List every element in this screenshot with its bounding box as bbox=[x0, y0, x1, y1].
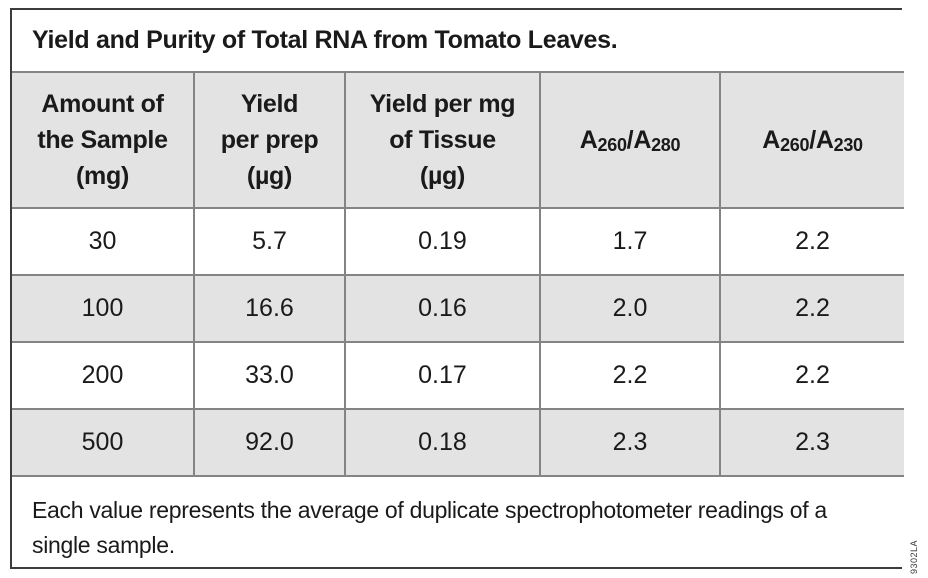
table-cell: 2.2 bbox=[718, 274, 905, 343]
ratio-subscript: 260 bbox=[780, 134, 810, 155]
column-header-yield-per-prep: Yield per prep (µg) bbox=[193, 71, 346, 209]
ratio-subscript: 230 bbox=[833, 134, 863, 155]
table-cell: 33.0 bbox=[193, 341, 346, 410]
table-cell: 2.0 bbox=[539, 274, 721, 343]
rna-yield-purity-table-figure: Yield and Purity of Total RNA from Tomat… bbox=[10, 8, 905, 569]
ratio-base: A bbox=[762, 125, 781, 154]
header-line: Yield bbox=[240, 90, 299, 118]
table-cell: 0.19 bbox=[344, 207, 541, 276]
data-table: Yield and Purity of Total RNA from Tomat… bbox=[12, 10, 905, 567]
table-cell: 0.17 bbox=[344, 341, 541, 410]
ratio-subscript: 260 bbox=[597, 134, 627, 155]
table-row: 500 92.0 0.18 2.3 2.3 bbox=[12, 408, 905, 477]
column-header-amount-of-sample: Amount of the Sample (mg) bbox=[12, 71, 195, 209]
table-cell: 16.6 bbox=[193, 274, 346, 343]
table-cell: 100 bbox=[12, 274, 195, 343]
table-cell: 0.18 bbox=[344, 408, 541, 477]
header-line: of Tissue bbox=[389, 126, 496, 154]
column-header-a260-a230: A260/A230 bbox=[718, 71, 905, 209]
table-cell: 2.2 bbox=[539, 341, 721, 410]
table-cell: 1.7 bbox=[539, 207, 721, 276]
header-line: (µg) bbox=[246, 162, 293, 190]
ratio-base: /A bbox=[626, 125, 652, 154]
table-title: Yield and Purity of Total RNA from Tomat… bbox=[12, 10, 905, 73]
ratio-subscript: 280 bbox=[651, 134, 681, 155]
table-cell: 2.2 bbox=[718, 341, 905, 410]
table-cell: 92.0 bbox=[193, 408, 346, 477]
ratio-base: A bbox=[579, 125, 598, 154]
table-cell: 200 bbox=[12, 341, 195, 410]
table-row: 100 16.6 0.16 2.0 2.2 bbox=[12, 274, 905, 343]
table-cell: 2.3 bbox=[718, 408, 905, 477]
header-line: (mg) bbox=[76, 162, 129, 190]
footnote-row: Each value represents the average of dup… bbox=[12, 475, 905, 567]
title-row: Yield and Purity of Total RNA from Tomat… bbox=[12, 10, 905, 73]
table-cell: 2.2 bbox=[718, 207, 905, 276]
header-line: (µg) bbox=[419, 162, 466, 190]
header-line: the Sample bbox=[37, 126, 168, 154]
table-cell: 2.3 bbox=[539, 408, 721, 477]
header-row: Amount of the Sample (mg) Yield per prep… bbox=[12, 71, 905, 209]
header-line: Yield per mg bbox=[369, 90, 516, 118]
table-cell: 500 bbox=[12, 408, 195, 477]
table-row: 30 5.7 0.19 1.7 2.2 bbox=[12, 207, 905, 276]
table-row: 200 33.0 0.17 2.2 2.2 bbox=[12, 341, 905, 410]
table-cell: 0.16 bbox=[344, 274, 541, 343]
table-cell: 5.7 bbox=[193, 207, 346, 276]
header-line: per prep bbox=[220, 126, 319, 154]
column-header-a260-a280: A260/A280 bbox=[539, 71, 721, 209]
ratio-base: /A bbox=[809, 125, 834, 154]
table-cell: 30 bbox=[12, 207, 195, 276]
column-header-yield-per-mg-tissue: Yield per mg of Tissue (µg) bbox=[344, 71, 541, 209]
table-footnote: Each value represents the average of dup… bbox=[12, 475, 905, 567]
figure-code: 9302LA bbox=[909, 539, 919, 574]
header-line: Amount of bbox=[41, 90, 164, 118]
